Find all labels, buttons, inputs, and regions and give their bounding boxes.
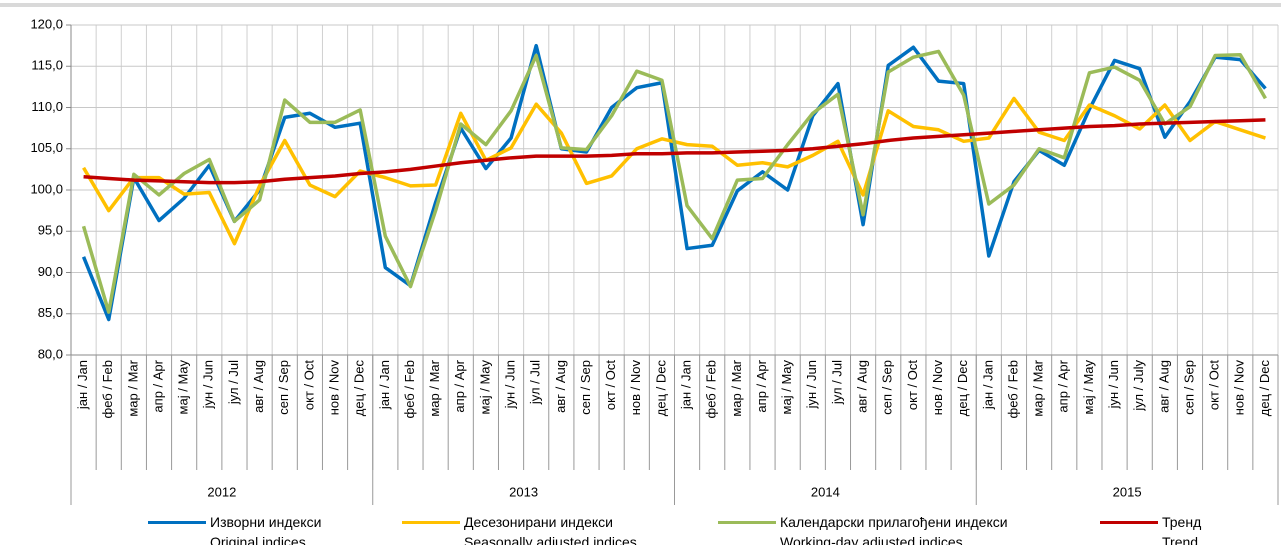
legend-item: Десезонирани индекси Seasonally adjusted… [402, 512, 637, 545]
y-tick-label: 85,0 [38, 305, 63, 320]
year-label: 2015 [1113, 484, 1142, 499]
x-tick-label: нов / Nov [1232, 360, 1247, 416]
x-tick-label: авг / Aug [251, 360, 266, 413]
legend-swatch [402, 521, 460, 524]
x-tick-label: феб / Feb [704, 360, 719, 418]
x-tick-label: апр / Apr [452, 359, 467, 412]
legend-swatch [1100, 521, 1158, 524]
x-tick-label: мај / May [1081, 360, 1096, 415]
x-tick-label: сеп / Sep [1181, 360, 1196, 415]
x-tick-label: авг / Aug [1156, 360, 1171, 413]
x-tick-label: окт / Oct [905, 360, 920, 410]
y-tick-label: 105,0 [30, 140, 63, 155]
x-tick-label: нов / Nov [930, 360, 945, 416]
legend-label: Календарски прилагођени индекси Working-… [780, 514, 1008, 545]
y-tick-label: 110,0 [31, 99, 63, 114]
x-tick-label: дец / Dec [352, 360, 367, 417]
x-tick-label: јан / Jan [377, 360, 392, 410]
legend-label: Тренд Trend [1162, 514, 1202, 545]
series-line [81, 49, 1267, 314]
x-tick-label: сеп / Sep [880, 360, 895, 415]
x-tick-label: јун / Jun [1106, 360, 1121, 409]
x-tick-label: авг / Aug [855, 360, 870, 413]
x-tick-label: апр / Apr [754, 359, 769, 412]
x-tick-label: апр / Apr [150, 359, 165, 412]
x-tick-label: окт / Oct [301, 360, 316, 410]
legend-item: Тренд Trend [1100, 512, 1201, 545]
legend-swatch [148, 521, 206, 524]
x-tick-label: мар / Mar [729, 359, 744, 416]
legend-item: Изворни индекси Original indices [148, 512, 321, 545]
x-tick-label: мар / Mar [427, 359, 442, 416]
y-tick-label: 95,0 [38, 223, 63, 238]
x-tick-label: нов / Nov [326, 360, 341, 416]
x-tick-label: јан / Jan [75, 360, 90, 410]
x-tick-label: окт / Oct [603, 360, 618, 410]
year-label: 2014 [811, 484, 840, 499]
series-line [83, 118, 1266, 185]
y-tick-label: 115,0 [31, 58, 63, 73]
legend-item: Календарски прилагођени индекси Working-… [718, 512, 1008, 545]
x-tick-label: феб / Feb [402, 360, 417, 418]
x-tick-label: јул / July [1131, 360, 1146, 412]
x-tick-label: јул / Jul [226, 360, 241, 405]
x-tick-label: мај / May [779, 360, 794, 415]
legend-label: Изворни индекси Original indices [210, 514, 322, 545]
y-tick-label: 90,0 [38, 264, 63, 279]
x-tick-label: феб / Feb [1005, 360, 1020, 418]
x-tick-label: јун / Jun [804, 360, 819, 409]
x-tick-label: апр / Apr [1056, 359, 1071, 412]
x-tick-label: јан / Jan [980, 360, 995, 410]
top-bar [0, 3, 1281, 7]
series-line [81, 43, 1267, 322]
x-tick-label: јан / Jan [679, 360, 694, 410]
x-tick-label: мар / Mar [1031, 359, 1046, 416]
legend-label: Десезонирани индекси Seasonally adjusted… [464, 514, 637, 545]
year-label: 2013 [509, 484, 538, 499]
y-tick-label: 120,0 [30, 16, 63, 31]
x-tick-label: јул / Jul [528, 360, 543, 405]
x-tick-label: јун / Jun [502, 360, 517, 409]
x-tick-label: мај / May [176, 360, 191, 415]
x-tick-label: авг / Aug [553, 360, 568, 413]
x-tick-label: окт / Oct [1207, 360, 1222, 410]
x-tick-label: феб / Feb [100, 360, 115, 418]
x-tick-label: нов / Nov [628, 360, 643, 416]
x-tick-label: дец / Dec [653, 360, 668, 417]
legend-swatch [718, 521, 776, 524]
x-tick-label: дец / Dec [955, 360, 970, 417]
x-tick-label: јун / Jun [201, 360, 216, 409]
year-label: 2012 [207, 484, 236, 499]
y-tick-label: 80,0 [38, 346, 63, 361]
x-tick-label: сеп / Sep [276, 360, 291, 415]
x-tick-label: јул / Jul [829, 360, 844, 405]
x-tick-label: дец / Dec [1257, 360, 1272, 417]
y-tick-label: 100,0 [30, 181, 63, 196]
x-tick-label: мај / May [477, 360, 492, 415]
x-tick-label: сеп / Sep [578, 360, 593, 415]
x-tick-label: мар / Mar [125, 359, 140, 416]
